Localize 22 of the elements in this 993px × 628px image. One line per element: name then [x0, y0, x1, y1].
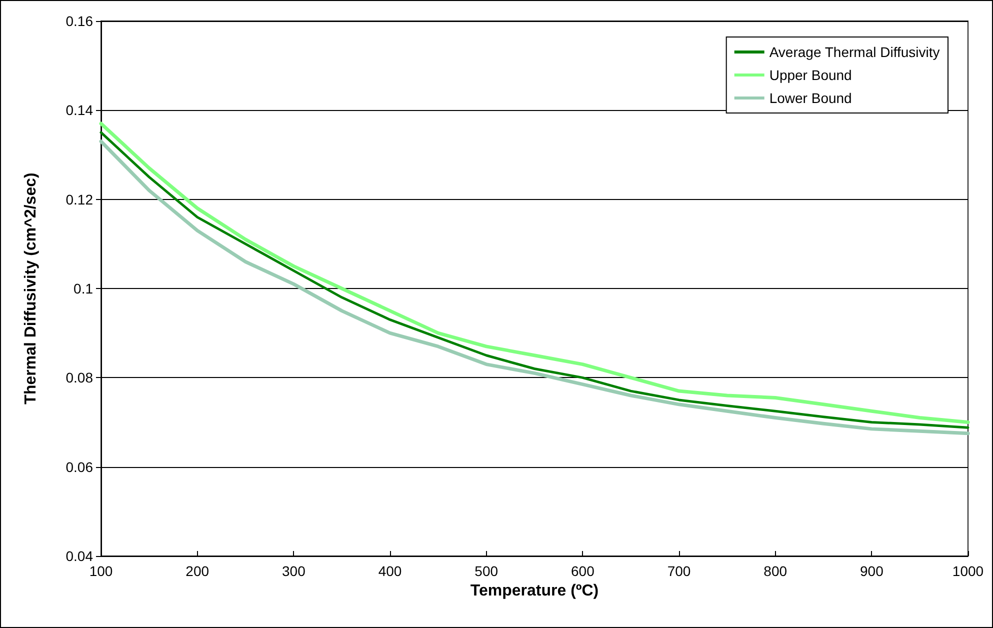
y-tick-label: 0.14	[66, 102, 94, 118]
x-tick-label: 1000	[952, 563, 984, 579]
x-tick-label: 100	[89, 563, 113, 579]
legend-label: Upper Bound	[769, 67, 852, 83]
y-tick-label: 0.04	[66, 548, 94, 564]
x-tick-label: 300	[282, 563, 306, 579]
y-tick-label: 0.1	[74, 280, 94, 296]
y-tick-label: 0.08	[66, 370, 94, 386]
x-tick-label: 400	[378, 563, 402, 579]
legend-label: Lower Bound	[769, 90, 852, 106]
y-tick-label: 0.16	[66, 13, 94, 29]
x-tick-label: 700	[667, 563, 691, 579]
y-tick-label: 0.06	[66, 458, 94, 475]
y-axis-title: Thermal Diffusivity (cm^2/sec)	[22, 172, 40, 404]
y-tick-label: 0.12	[66, 191, 94, 208]
legend-label: Average Thermal Diffusivity	[769, 44, 940, 60]
x-tick-label: 200	[186, 563, 210, 579]
x-tick-label: 800	[764, 563, 788, 579]
x-axis-title: Temperature (ºC)	[470, 582, 599, 600]
x-tick-label: 900	[860, 563, 884, 579]
x-tick-label: 600	[570, 563, 595, 579]
x-tick-label: 500	[474, 563, 498, 579]
